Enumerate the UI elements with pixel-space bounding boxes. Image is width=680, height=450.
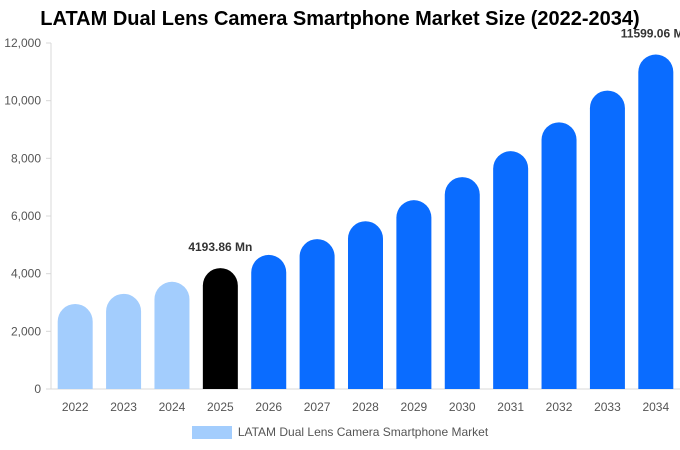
legend-swatch (191, 425, 232, 439)
x-tick-label: 2032 (546, 400, 573, 414)
x-tick-label: 2027 (304, 400, 331, 414)
legend: LATAM Dual Lens Camera Smartphone Market (0, 425, 680, 439)
bar-2027 (299, 239, 335, 389)
x-tick-label: 2029 (401, 400, 428, 414)
x-tick-label: 2026 (255, 400, 282, 414)
bar-2032 (541, 122, 577, 389)
y-tick-label: 6,000 (11, 209, 41, 223)
data-label-2025: 4193.86 Mn (188, 240, 252, 254)
x-tick-label: 2033 (594, 400, 621, 414)
x-tick-label: 2023 (110, 400, 137, 414)
y-tick-label: 8,000 (11, 151, 41, 165)
bar-2029 (396, 200, 432, 389)
data-label-2034: 11599.06 Mn (621, 27, 680, 41)
x-tick-label: 2022 (62, 400, 89, 414)
x-tick-label: 2034 (642, 400, 669, 414)
bar-2030 (444, 177, 480, 389)
bar-2028 (348, 221, 383, 389)
y-tick-label: 10,000 (4, 94, 41, 108)
bar-2033 (589, 90, 625, 389)
x-tick-label: 2031 (497, 400, 524, 414)
x-tick-label: 2028 (352, 400, 379, 414)
y-tick-label: 2,000 (11, 324, 41, 338)
chart-title: LATAM Dual Lens Camera Smartphone Market… (40, 8, 640, 30)
legend-label: LATAM Dual Lens Camera Smartphone Market (237, 425, 489, 439)
bar-2031 (493, 151, 529, 389)
bar-2025 (202, 268, 238, 389)
x-tick-label: 2024 (159, 400, 186, 414)
x-tick-label: 2030 (449, 400, 476, 414)
y-tick-label: 4,000 (11, 267, 41, 281)
bar-2024 (154, 281, 190, 389)
x-tick-label: 2025 (207, 400, 234, 414)
bar-2026 (251, 254, 287, 389)
bar-2023 (106, 293, 142, 389)
bar-2034 (638, 54, 674, 389)
y-tick-label: 12,000 (4, 36, 41, 50)
bar-2022 (57, 303, 93, 389)
y-tick-label: 0 (34, 382, 41, 396)
